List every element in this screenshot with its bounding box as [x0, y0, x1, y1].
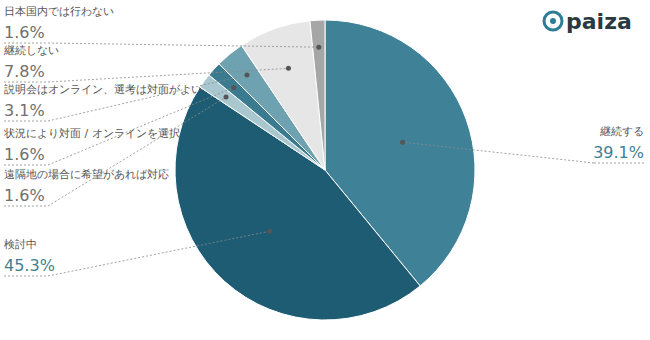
leader-dot — [224, 94, 229, 99]
value-label: 39.1% — [593, 143, 644, 162]
pie-slice — [242, 21, 325, 170]
leader-line — [4, 231, 270, 276]
value-label: 1.6% — [4, 186, 45, 205]
category-label: 日本国内では行わない — [4, 5, 114, 18]
leader-line — [4, 68, 288, 82]
leader-line — [4, 97, 226, 206]
value-label: 45.3% — [4, 256, 55, 275]
leader-dot — [231, 85, 236, 90]
value-label: 1.6% — [4, 23, 45, 42]
logo-icon-dot — [550, 18, 556, 24]
value-label: 7.8% — [4, 62, 45, 81]
leader-dot — [244, 72, 249, 77]
leader-dot — [400, 140, 405, 145]
leader-line — [4, 43, 319, 47]
pie — [175, 20, 475, 320]
leader-dot — [316, 45, 321, 50]
logo: paiza — [544, 9, 632, 34]
category-label: 検討中 — [4, 238, 37, 251]
leader-dot — [286, 66, 291, 71]
leader-dot — [267, 229, 272, 234]
logo-text: paiza — [566, 9, 632, 34]
category-label: 説明会はオンライン、選考は対面がよい — [4, 83, 202, 96]
category-label: 継続しない — [3, 44, 59, 57]
leader-line — [4, 87, 234, 165]
category-label: 遠隔地の場合に希望があれば対応 — [4, 168, 169, 181]
category-label: 状況により対面 / オンラインを選択 — [3, 127, 180, 140]
logo-icon — [544, 12, 562, 30]
leader-line — [403, 142, 644, 163]
labels: 継続する 39.1% 検討中 45.3% 遠隔地の場合に希望があれば対応 1.6% 状況によ… — [3, 5, 644, 276]
value-label: 1.6% — [4, 145, 45, 164]
value-label: 3.1% — [4, 101, 45, 120]
pie-slice — [310, 20, 325, 170]
chart: 継続する 39.1% 検討中 45.3% 遠隔地の場合に希望があれば対応 1.6% 状況によ… — [0, 0, 650, 340]
category-label: 継続する — [599, 125, 644, 138]
